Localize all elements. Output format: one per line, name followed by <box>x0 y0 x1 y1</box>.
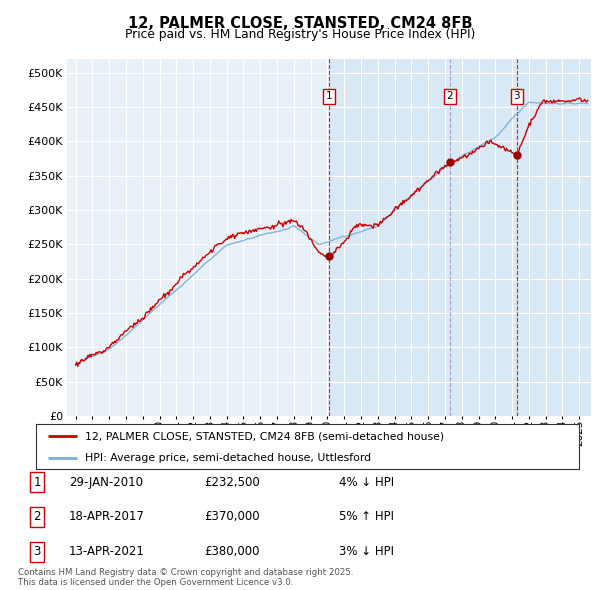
Text: £380,000: £380,000 <box>204 545 260 558</box>
Text: £232,500: £232,500 <box>204 476 260 489</box>
Text: 2: 2 <box>446 91 453 101</box>
Text: 12, PALMER CLOSE, STANSTED, CM24 8FB (semi-detached house): 12, PALMER CLOSE, STANSTED, CM24 8FB (se… <box>85 431 444 441</box>
Text: 4% ↓ HPI: 4% ↓ HPI <box>339 476 394 489</box>
Text: 5% ↑ HPI: 5% ↑ HPI <box>339 510 394 523</box>
Text: £370,000: £370,000 <box>204 510 260 523</box>
Text: Contains HM Land Registry data © Crown copyright and database right 2025.
This d: Contains HM Land Registry data © Crown c… <box>18 568 353 587</box>
Text: 13-APR-2021: 13-APR-2021 <box>69 545 145 558</box>
Text: 3: 3 <box>34 545 41 558</box>
Text: Price paid vs. HM Land Registry's House Price Index (HPI): Price paid vs. HM Land Registry's House … <box>125 28 475 41</box>
Text: 12, PALMER CLOSE, STANSTED, CM24 8FB: 12, PALMER CLOSE, STANSTED, CM24 8FB <box>128 16 472 31</box>
Text: HPI: Average price, semi-detached house, Uttlesford: HPI: Average price, semi-detached house,… <box>85 453 371 463</box>
Text: 1: 1 <box>34 476 41 489</box>
Text: 3: 3 <box>514 91 520 101</box>
Text: 29-JAN-2010: 29-JAN-2010 <box>69 476 143 489</box>
Text: 3% ↓ HPI: 3% ↓ HPI <box>339 545 394 558</box>
Text: 18-APR-2017: 18-APR-2017 <box>69 510 145 523</box>
Text: 2: 2 <box>34 510 41 523</box>
Text: 1: 1 <box>325 91 332 101</box>
Bar <box>329 59 591 416</box>
